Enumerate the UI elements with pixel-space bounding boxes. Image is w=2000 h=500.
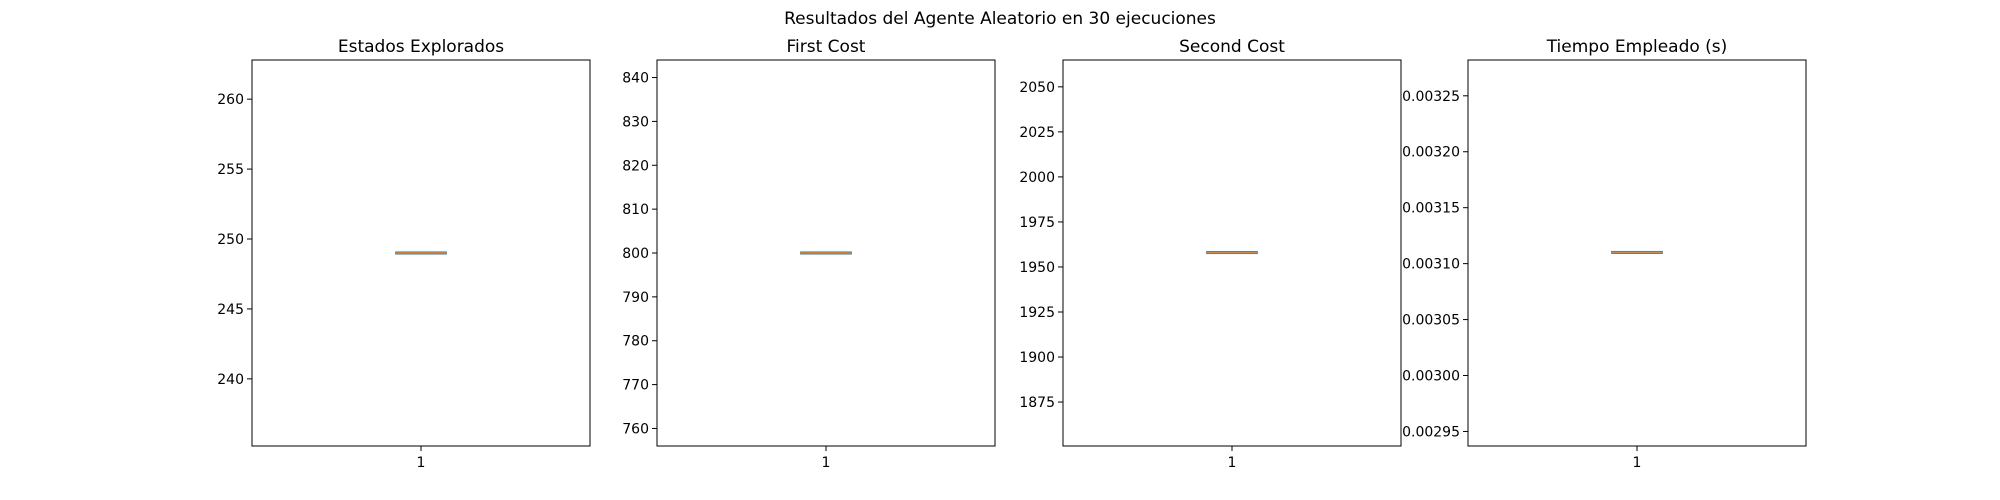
y-tick-label: 790: [622, 290, 649, 306]
y-tick-label: 1975: [1019, 215, 1055, 231]
x-tick-label: 1: [417, 455, 426, 471]
y-tick-label: 250: [217, 232, 244, 248]
subplot-title: Second Cost: [1179, 37, 1285, 57]
y-tick-label: 1950: [1019, 260, 1055, 276]
subplot-3: Second Cost 1875 1900 1925 1950 1975 2000 2025 2…: [1019, 37, 1402, 471]
y-tick-label: 0.00295: [1402, 424, 1460, 440]
y-tick-label: 0.00305: [1402, 313, 1460, 329]
subplot-4: Tiempo Empleado (s) 0.00295 0.00300 0.00305…: [1402, 37, 1807, 471]
y-tick-label: 245: [217, 302, 244, 318]
subplot-title: Estados Explorados: [338, 37, 504, 57]
y-tick-label: 800: [622, 246, 649, 262]
y-tick-label: 840: [622, 71, 649, 87]
subplot-1: Estados Explorados 240 245 250 255 260 1: [217, 37, 591, 471]
y-tick-label: 760: [622, 421, 649, 437]
figure-title: Resultados del Agente Aleatorio en 30 ej…: [784, 9, 1216, 29]
y-tick-label: 0.00320: [1402, 145, 1460, 161]
y-tick-label: 1900: [1019, 350, 1055, 366]
y-tick-label: 780: [622, 334, 649, 350]
y-tick-label: 2050: [1019, 80, 1055, 96]
x-tick-label: 1: [822, 455, 831, 471]
y-tick-label: 1875: [1019, 395, 1055, 411]
y-tick-label: 770: [622, 378, 649, 394]
y-tick-label: 0.00300: [1402, 369, 1460, 385]
subplot-title: Tiempo Empleado (s): [1546, 37, 1728, 57]
y-tick-label: 830: [622, 114, 649, 130]
x-tick-label: 1: [1633, 455, 1642, 471]
y-tick-label: 0.00315: [1402, 201, 1460, 217]
subplot-2: First Cost 760 770 780 790 800 810 820 830 840 1: [622, 37, 996, 471]
y-tick-label: 810: [622, 202, 649, 218]
subplots: Estados Explorados2402452502552601First …: [217, 37, 1807, 471]
y-tick-label: 0.00325: [1402, 89, 1460, 105]
y-tick-label: 1925: [1019, 305, 1055, 321]
y-tick-label: 0.00310: [1402, 257, 1460, 273]
subplot-title: First Cost: [787, 37, 866, 57]
y-tick-label: 240: [217, 372, 244, 388]
y-tick-label: 255: [217, 162, 244, 178]
x-tick-label: 1: [1228, 455, 1237, 471]
y-tick-label: 2025: [1019, 125, 1055, 141]
y-tick-label: 260: [217, 92, 244, 108]
y-tick-label: 2000: [1019, 170, 1055, 186]
y-tick-label: 820: [622, 158, 649, 174]
